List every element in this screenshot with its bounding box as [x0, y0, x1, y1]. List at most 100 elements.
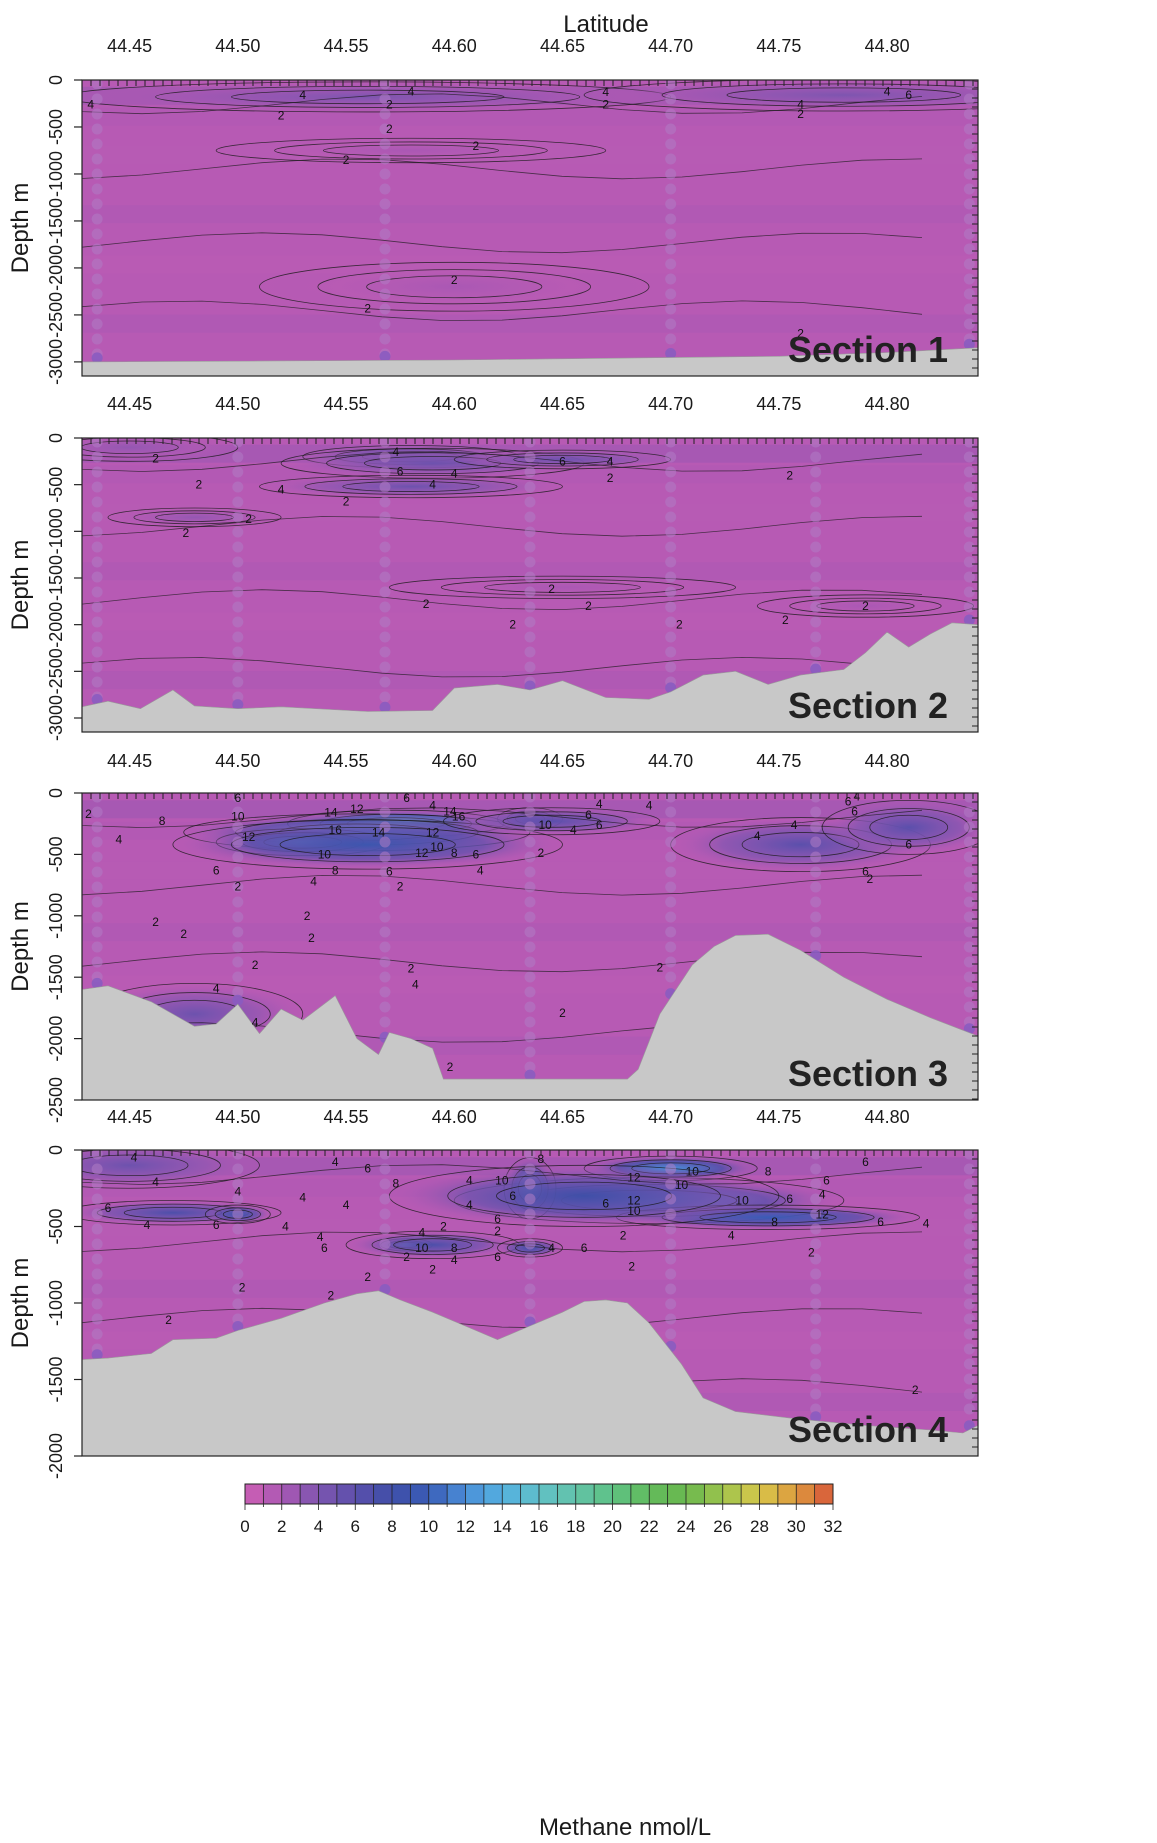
contour-label: 4	[115, 833, 122, 847]
sample-point	[91, 911, 103, 923]
contour-label: 2	[429, 1262, 436, 1276]
contour-line	[230, 826, 505, 863]
colorbar-cell	[741, 1484, 760, 1504]
sample-point	[810, 1253, 822, 1265]
sample-point	[963, 1178, 975, 1190]
sample-point	[379, 821, 391, 833]
y-tick-label: 0	[46, 75, 66, 85]
sample-point	[810, 926, 822, 938]
sample-point	[524, 896, 536, 908]
contour-label: 6	[823, 1174, 830, 1188]
sample-point	[810, 646, 822, 658]
sample-point	[524, 956, 536, 968]
sample-point	[524, 1150, 536, 1160]
sample-point	[379, 511, 391, 523]
sample-point	[232, 451, 244, 463]
contour-label: 4	[429, 798, 436, 812]
sample-point	[963, 586, 975, 598]
sample-point	[232, 1163, 244, 1175]
contour-label: 10	[415, 1241, 429, 1255]
sample-point	[379, 1001, 391, 1013]
section-panel: 44.45 44.50 44.55 44.60 44.65 44.70 44.75 44.80…	[7, 394, 979, 741]
contour-label: 4	[310, 874, 317, 888]
sample-point	[524, 481, 536, 493]
y-tick-label: -1000	[46, 893, 66, 939]
contour-label: 4	[451, 1253, 458, 1267]
sample-point	[524, 866, 536, 878]
sample-point	[91, 571, 103, 583]
contour-label: 8	[771, 1215, 778, 1229]
sample-point	[91, 926, 103, 938]
sample-point	[665, 1253, 677, 1265]
sample-point	[810, 851, 822, 863]
contour-line	[393, 1238, 472, 1252]
x-tick-label: 44.55	[324, 36, 369, 56]
sample-point	[665, 661, 677, 673]
sample-point	[91, 646, 103, 658]
contour-label: 2	[447, 1060, 454, 1074]
y-tick-label: -500	[46, 1208, 66, 1244]
contour-label: 6	[862, 865, 869, 879]
sample-point	[963, 183, 975, 195]
contour-line	[447, 1174, 721, 1218]
contour-line	[82, 440, 179, 455]
sample-point	[963, 926, 975, 938]
colorbar-cell	[649, 1484, 669, 1504]
sample-point	[379, 1223, 391, 1235]
x-tick-label: 44.45	[107, 751, 152, 771]
contour-label: 8	[765, 1164, 772, 1178]
contour-label: 6	[877, 1215, 884, 1229]
contour-label: 4	[418, 1226, 425, 1240]
colorbar-cell	[300, 1484, 319, 1504]
sample-point	[91, 288, 103, 300]
sample-point	[665, 258, 677, 270]
y-axis-title: Depth m	[7, 1258, 34, 1349]
sample-point	[524, 1208, 536, 1220]
contour-line	[443, 807, 661, 836]
sample-point	[665, 108, 677, 120]
contour-label: 12	[350, 802, 364, 816]
sample-point	[810, 586, 822, 598]
sample-point	[665, 228, 677, 240]
sample-point	[963, 556, 975, 568]
sample-point	[91, 851, 103, 863]
panel-frame	[81, 79, 979, 377]
contour-label: 2	[451, 273, 458, 287]
contour-label: 2	[308, 931, 315, 945]
colorbar-tick-label: 26	[713, 1517, 732, 1536]
sample-point	[810, 881, 822, 893]
sample-point	[232, 1268, 244, 1280]
sample-point	[963, 601, 975, 613]
sample-point	[963, 1343, 975, 1355]
sample-point	[91, 183, 103, 195]
contour-label: 6	[851, 804, 858, 818]
contour-line	[82, 1150, 260, 1189]
colorbar-tick-label: 0	[240, 1517, 249, 1536]
sample-point	[963, 896, 975, 908]
contour-label: 12	[242, 830, 256, 844]
sample-point	[810, 793, 822, 803]
contour-label: 12	[627, 1193, 641, 1207]
sample-point	[91, 836, 103, 848]
contour-label: 12	[627, 1171, 641, 1185]
contour-label: 8	[451, 846, 458, 860]
section-panel: 44.45 44.50 44.55 44.60 44.65 44.70 44.75 44.80…	[7, 36, 979, 385]
concentration-high	[822, 800, 978, 855]
y-axis-title: Depth m	[7, 540, 34, 631]
sample-point	[232, 676, 244, 688]
sample-point	[232, 586, 244, 598]
section-panel: 44.45 44.50 44.55 44.60 44.65 44.70 44.75 44.80…	[7, 1107, 979, 1479]
sample-point	[810, 1403, 822, 1415]
contour-label: 2	[808, 1246, 815, 1260]
x-tick-label: 44.65	[540, 751, 585, 771]
sample-point	[665, 1283, 677, 1295]
sample-point	[524, 616, 536, 628]
sample-point	[665, 571, 677, 583]
contour-label: 6	[494, 1212, 501, 1226]
sample-point	[91, 556, 103, 568]
sample-point	[665, 556, 677, 568]
sample-point	[963, 228, 975, 240]
sample-point	[810, 1313, 822, 1325]
sample-point	[963, 168, 975, 180]
contour-label: 4	[853, 790, 860, 804]
